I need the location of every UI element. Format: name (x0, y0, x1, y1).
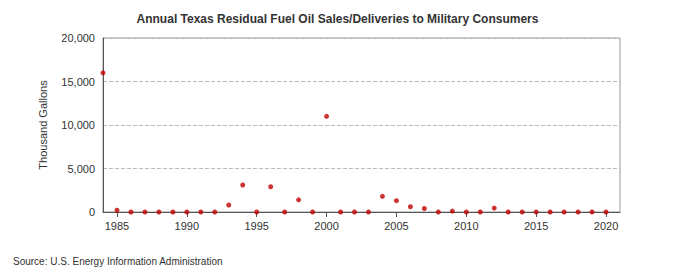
svg-text:2010: 2010 (454, 220, 478, 232)
svg-text:2015: 2015 (524, 220, 548, 232)
svg-text:0: 0 (89, 206, 95, 218)
svg-text:5,000: 5,000 (67, 163, 95, 175)
svg-text:1985: 1985 (105, 220, 129, 232)
svg-text:15,000: 15,000 (61, 76, 95, 88)
svg-text:Thousand Gallons: Thousand Gallons (37, 80, 49, 170)
svg-text:Source: U.S. Energy Informatio: Source: U.S. Energy Information Administ… (13, 256, 223, 267)
svg-text:1995: 1995 (244, 220, 268, 232)
svg-text:Annual Texas Residual Fuel Oil: Annual Texas Residual Fuel Oil Sales/Del… (137, 12, 539, 26)
svg-text:2005: 2005 (384, 220, 408, 232)
svg-text:10,000: 10,000 (61, 119, 95, 131)
svg-text:2000: 2000 (314, 220, 338, 232)
svg-text:2020: 2020 (594, 220, 618, 232)
svg-text:20,000: 20,000 (61, 32, 95, 44)
svg-text:1990: 1990 (175, 220, 199, 232)
